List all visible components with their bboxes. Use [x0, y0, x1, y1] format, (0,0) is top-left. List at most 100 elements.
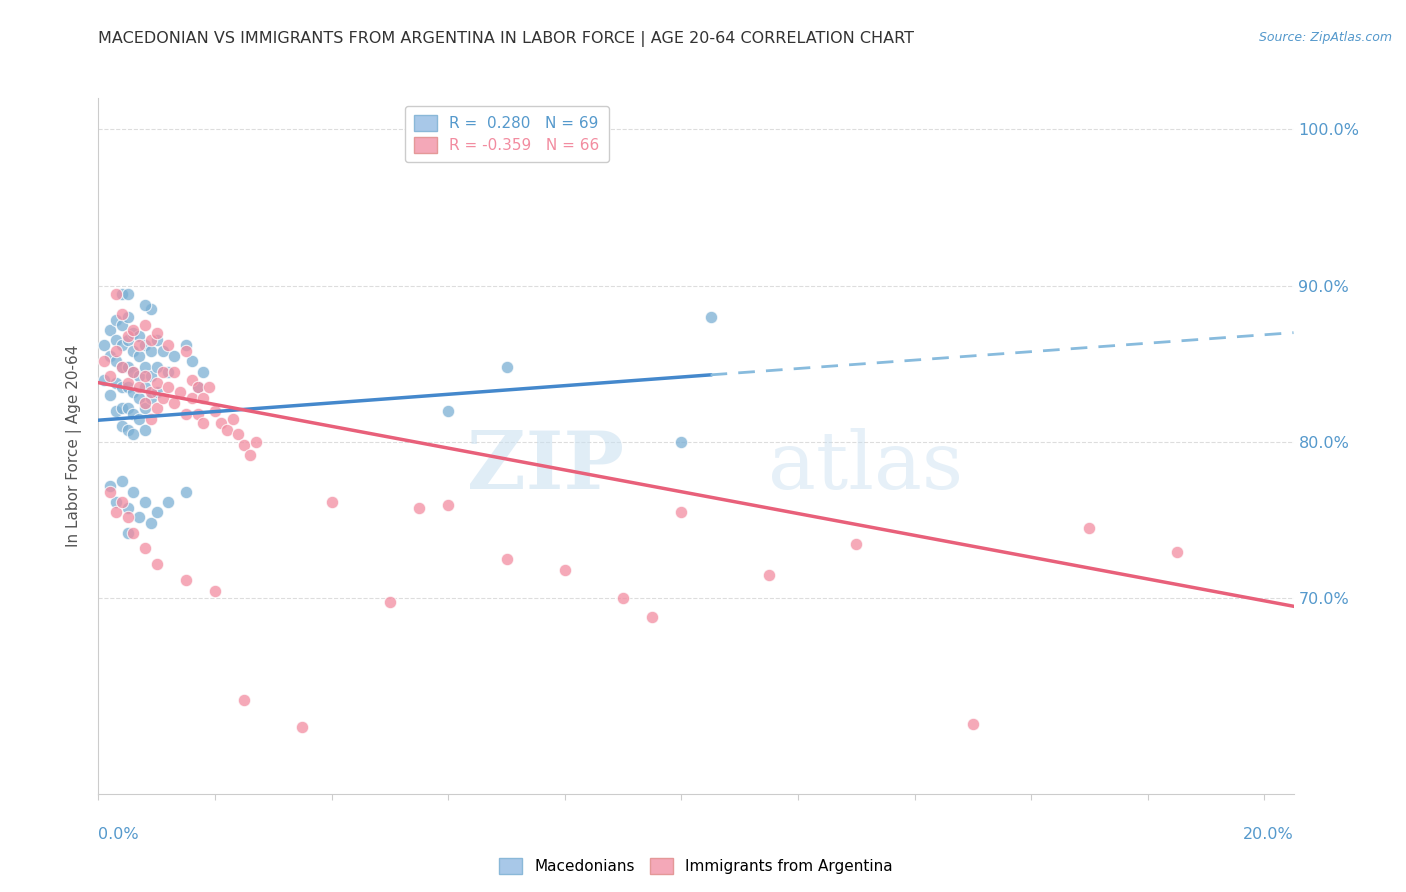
Point — [134, 359, 156, 374]
Point — [145, 557, 167, 571]
Point — [98, 369, 121, 384]
Point — [193, 392, 215, 406]
Point — [128, 510, 150, 524]
Point — [186, 380, 208, 394]
Point — [128, 411, 150, 425]
Point — [128, 369, 150, 384]
Point — [163, 396, 186, 410]
Point — [174, 344, 197, 359]
Point — [128, 380, 150, 394]
Point — [198, 380, 221, 394]
Point — [174, 573, 197, 587]
Point — [122, 407, 145, 421]
Point — [215, 423, 238, 437]
Point — [233, 438, 256, 452]
Point — [209, 417, 232, 431]
Point — [134, 380, 156, 394]
Point — [145, 385, 167, 400]
Text: 20.0%: 20.0% — [1243, 827, 1294, 841]
Point — [117, 525, 139, 540]
Point — [204, 583, 226, 598]
Point — [152, 344, 174, 359]
Point — [104, 286, 127, 301]
Point — [139, 369, 162, 384]
Point — [104, 376, 127, 390]
Point — [139, 392, 162, 406]
Legend: Macedonians, Immigrants from Argentina: Macedonians, Immigrants from Argentina — [494, 852, 898, 880]
Point — [111, 307, 134, 321]
Point — [174, 485, 197, 500]
Point — [134, 297, 156, 311]
Point — [122, 365, 145, 379]
Point — [180, 373, 202, 387]
Point — [186, 380, 208, 394]
Point — [671, 435, 693, 450]
Point — [104, 505, 127, 519]
Point — [145, 401, 167, 415]
Point — [98, 349, 121, 363]
Point — [157, 494, 180, 508]
Point — [104, 353, 127, 368]
Point — [699, 310, 721, 324]
Point — [180, 353, 202, 368]
Point — [152, 392, 174, 406]
Point — [233, 693, 256, 707]
Point — [117, 286, 139, 301]
Point — [152, 365, 174, 379]
Point — [139, 385, 162, 400]
Point — [111, 286, 134, 301]
Point — [111, 359, 134, 374]
Point — [104, 334, 127, 348]
Point — [98, 479, 121, 493]
Point — [612, 591, 634, 606]
Point — [134, 369, 156, 384]
Point — [1166, 544, 1188, 558]
Point — [758, 568, 780, 582]
Point — [1078, 521, 1101, 535]
Point — [291, 720, 314, 734]
Point — [134, 396, 156, 410]
Point — [111, 401, 134, 415]
Point — [117, 500, 139, 515]
Point — [437, 498, 460, 512]
Point — [98, 485, 121, 500]
Y-axis label: In Labor Force | Age 20-64: In Labor Force | Age 20-64 — [66, 345, 83, 547]
Point — [139, 302, 162, 317]
Text: 0.0%: 0.0% — [98, 827, 139, 841]
Text: Source: ZipAtlas.com: Source: ZipAtlas.com — [1258, 31, 1392, 45]
Point — [321, 494, 343, 508]
Point — [239, 448, 262, 462]
Text: atlas: atlas — [768, 428, 963, 506]
Point — [169, 385, 191, 400]
Point — [157, 380, 180, 394]
Point — [134, 318, 156, 332]
Point — [117, 401, 139, 415]
Point — [962, 716, 984, 731]
Point — [104, 344, 127, 359]
Point — [163, 365, 186, 379]
Point — [122, 322, 145, 336]
Point — [228, 427, 250, 442]
Point — [671, 505, 693, 519]
Point — [111, 494, 134, 508]
Point — [122, 326, 145, 340]
Point — [145, 334, 167, 348]
Point — [145, 505, 167, 519]
Point — [128, 328, 150, 343]
Point — [204, 404, 226, 418]
Point — [117, 510, 139, 524]
Point — [122, 344, 145, 359]
Point — [186, 407, 208, 421]
Point — [139, 516, 162, 531]
Point — [117, 328, 139, 343]
Point — [641, 610, 664, 624]
Point — [134, 338, 156, 352]
Point — [93, 338, 115, 352]
Point — [117, 334, 139, 348]
Point — [134, 541, 156, 556]
Point — [128, 338, 150, 352]
Point — [145, 326, 167, 340]
Point — [104, 313, 127, 327]
Point — [157, 365, 180, 379]
Point — [93, 353, 115, 368]
